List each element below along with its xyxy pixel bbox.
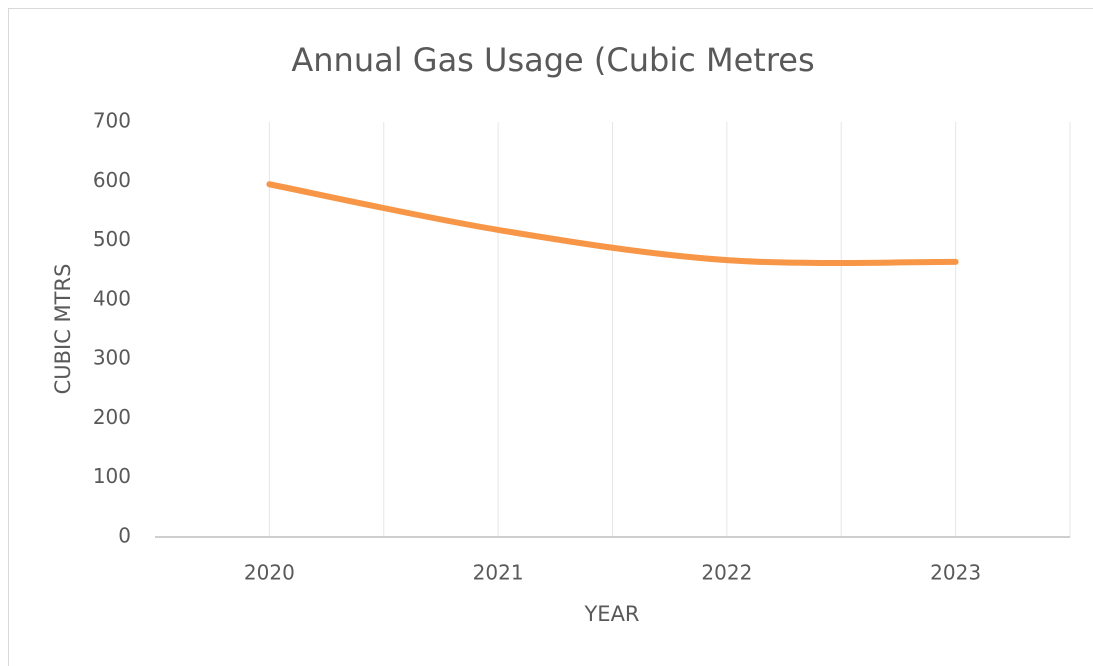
y-tick-label: 500	[93, 227, 131, 251]
y-tick-label: 400	[93, 286, 131, 310]
x-tick-label: 2023	[930, 561, 981, 585]
x-axis-label: YEAR	[583, 602, 639, 626]
y-tick-label: 700	[93, 109, 131, 133]
y-tick-label: 100	[93, 464, 131, 488]
x-tick-label: 2020	[244, 561, 295, 585]
y-tick-label: 300	[93, 346, 131, 370]
data-line	[266, 181, 959, 266]
y-axis-label: CUBIC MTRS	[51, 264, 75, 395]
y-tick-label: 600	[93, 168, 131, 192]
y-tick-label: 0	[118, 524, 131, 548]
chart-title: Annual Gas Usage (Cubic Metres	[291, 41, 814, 79]
x-tick-label: 2022	[701, 561, 752, 585]
chart-frame	[8, 8, 1093, 666]
x-tick-label: 2021	[473, 561, 524, 585]
y-tick-label: 200	[93, 405, 131, 429]
